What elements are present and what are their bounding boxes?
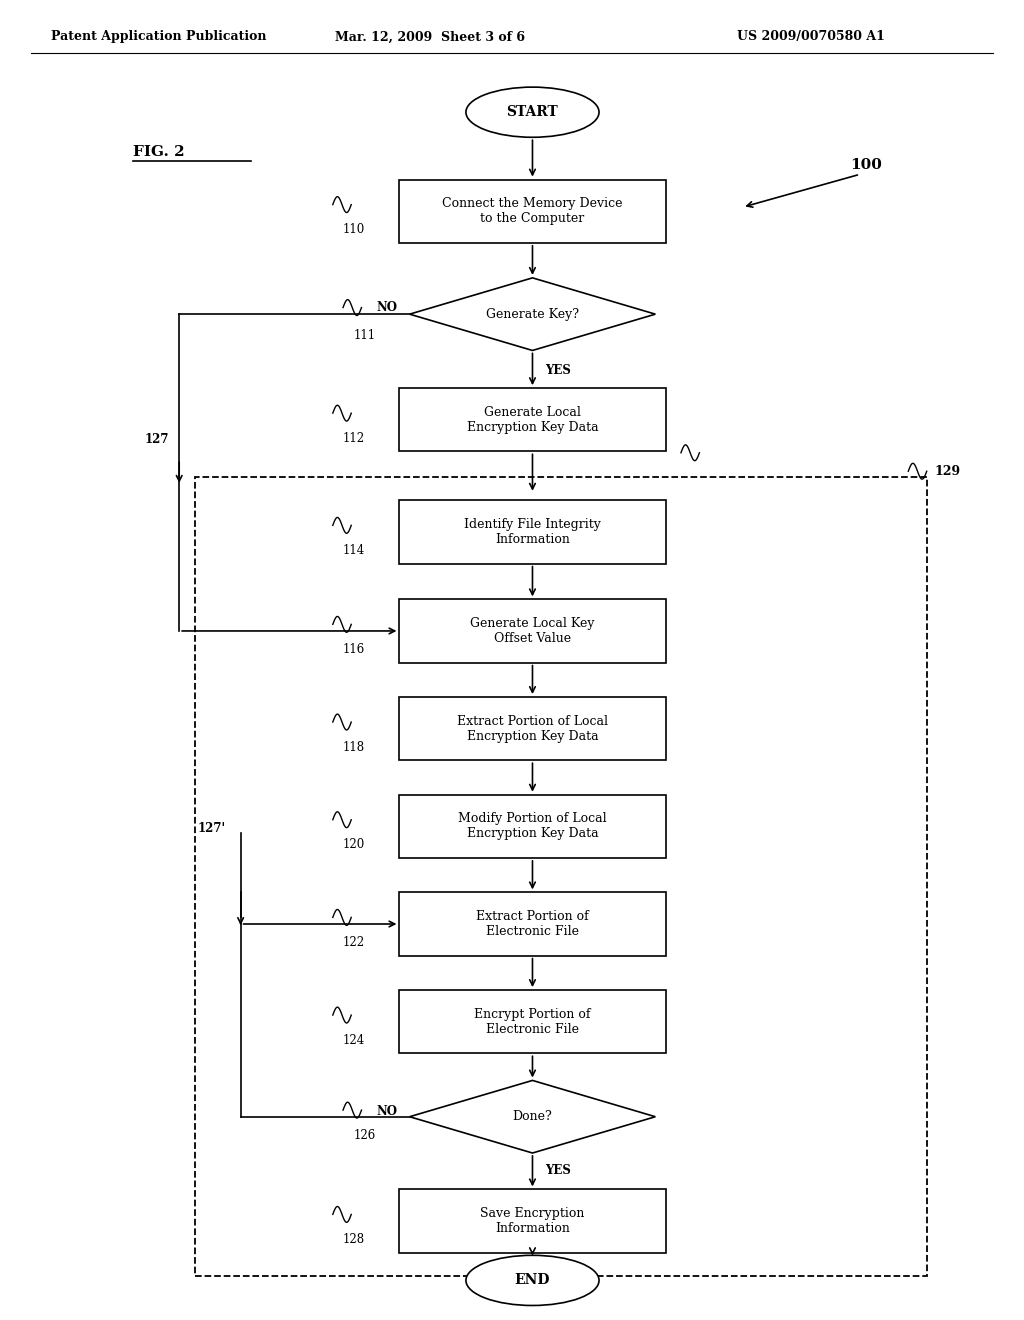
Text: 129: 129 [935,465,962,478]
Polygon shape [410,1080,655,1154]
Text: Extract Portion of Local
Encryption Key Data: Extract Portion of Local Encryption Key … [457,714,608,743]
Text: Generate Local Key
Offset Value: Generate Local Key Offset Value [470,616,595,645]
Text: Save Encryption
Information: Save Encryption Information [480,1206,585,1236]
Ellipse shape [466,87,599,137]
Text: 112: 112 [343,432,366,445]
Text: FIG. 2: FIG. 2 [133,145,184,158]
Text: Modify Portion of Local
Encryption Key Data: Modify Portion of Local Encryption Key D… [458,812,607,841]
FancyBboxPatch shape [399,990,666,1053]
Text: Connect the Memory Device
to the Computer: Connect the Memory Device to the Compute… [442,197,623,226]
Text: 127: 127 [144,433,169,446]
FancyBboxPatch shape [399,892,666,956]
Text: Patent Application Publication: Patent Application Publication [51,30,266,44]
Text: Extract Portion of
Electronic File: Extract Portion of Electronic File [476,909,589,939]
Text: Done?: Done? [513,1110,552,1123]
Text: YES: YES [545,1164,570,1176]
Text: Encrypt Portion of
Electronic File: Encrypt Portion of Electronic File [474,1007,591,1036]
FancyBboxPatch shape [399,795,666,858]
FancyBboxPatch shape [399,1189,666,1253]
Text: START: START [507,106,558,119]
Text: 120: 120 [343,838,366,851]
Text: END: END [515,1274,550,1287]
Text: NO: NO [376,1105,397,1118]
Polygon shape [410,279,655,350]
Text: 127': 127' [198,822,225,836]
Text: 116: 116 [343,643,366,656]
Text: 126: 126 [353,1129,376,1142]
Text: 114: 114 [343,544,366,557]
Text: 118: 118 [343,741,366,754]
Text: NO: NO [376,301,397,314]
FancyBboxPatch shape [399,697,666,760]
Text: 111: 111 [353,329,376,342]
Text: 124: 124 [343,1034,366,1047]
Ellipse shape [466,1255,599,1305]
Text: Mar. 12, 2009  Sheet 3 of 6: Mar. 12, 2009 Sheet 3 of 6 [335,30,525,44]
Text: Identify File Integrity
Information: Identify File Integrity Information [464,517,601,546]
Text: 122: 122 [343,936,366,949]
Text: Generate Local
Encryption Key Data: Generate Local Encryption Key Data [467,405,598,434]
FancyBboxPatch shape [399,388,666,451]
FancyBboxPatch shape [399,180,666,243]
Text: YES: YES [545,363,570,376]
Text: Generate Key?: Generate Key? [486,308,579,321]
Text: 128: 128 [343,1233,366,1246]
FancyBboxPatch shape [399,500,666,564]
FancyBboxPatch shape [399,599,666,663]
Text: 110: 110 [343,223,366,236]
Text: 100: 100 [850,158,882,172]
Text: US 2009/0070580 A1: US 2009/0070580 A1 [737,30,885,44]
